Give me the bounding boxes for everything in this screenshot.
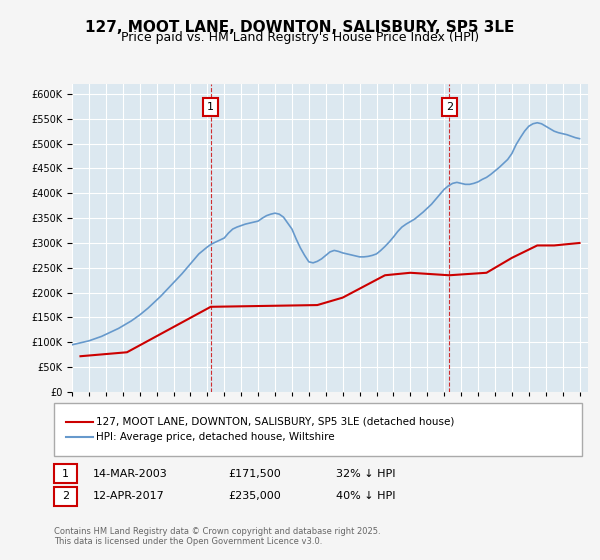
Text: HPI: Average price, detached house, Wiltshire: HPI: Average price, detached house, Wilt… — [96, 432, 335, 442]
Text: 12-APR-2017: 12-APR-2017 — [93, 491, 165, 501]
Text: 1: 1 — [207, 102, 214, 112]
Text: Contains HM Land Registry data © Crown copyright and database right 2025.
This d: Contains HM Land Registry data © Crown c… — [54, 526, 380, 546]
Text: Price paid vs. HM Land Registry's House Price Index (HPI): Price paid vs. HM Land Registry's House … — [121, 31, 479, 44]
Text: 2: 2 — [62, 491, 69, 501]
Text: 127, MOOT LANE, DOWNTON, SALISBURY, SP5 3LE: 127, MOOT LANE, DOWNTON, SALISBURY, SP5 … — [85, 20, 515, 35]
Text: 40% ↓ HPI: 40% ↓ HPI — [336, 491, 395, 501]
Text: 14-MAR-2003: 14-MAR-2003 — [93, 469, 168, 479]
Text: 32% ↓ HPI: 32% ↓ HPI — [336, 469, 395, 479]
Text: £171,500: £171,500 — [228, 469, 281, 479]
Text: 2: 2 — [446, 102, 453, 112]
Text: 127, MOOT LANE, DOWNTON, SALISBURY, SP5 3LE (detached house): 127, MOOT LANE, DOWNTON, SALISBURY, SP5 … — [96, 417, 454, 427]
Text: 1: 1 — [62, 469, 69, 479]
Text: £235,000: £235,000 — [228, 491, 281, 501]
